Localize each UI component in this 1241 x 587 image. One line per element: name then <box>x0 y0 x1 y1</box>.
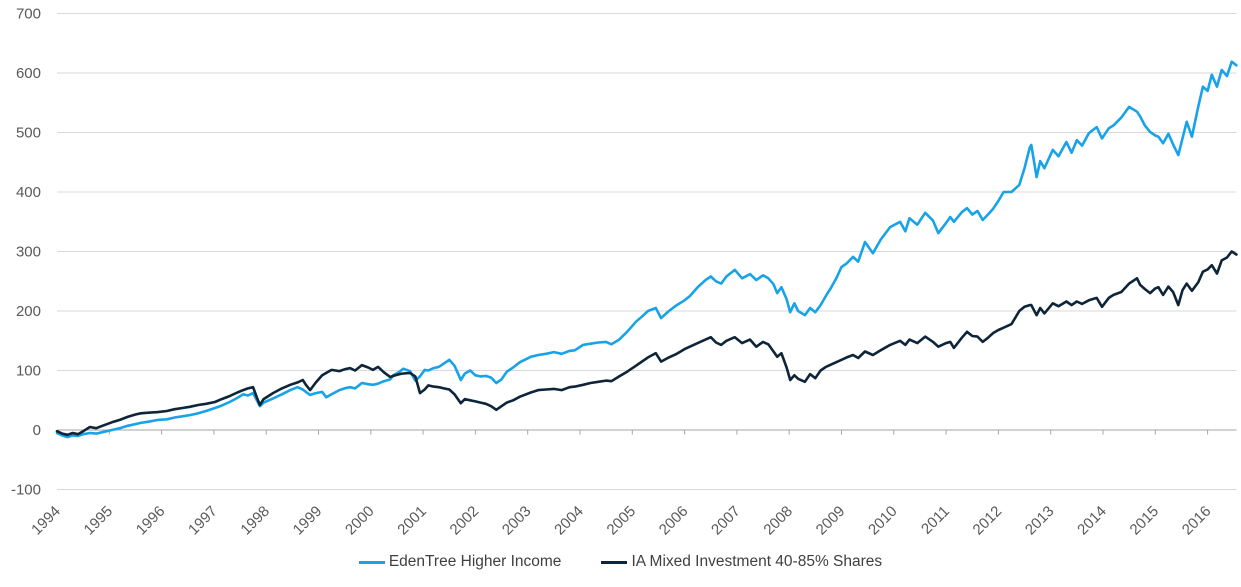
x-axis-tick-label: 2013 <box>1022 503 1058 539</box>
x-axis-tick-label: 2005 <box>604 503 640 539</box>
x-axis-ticks <box>56 430 1209 435</box>
y-axis-tick-label: -100 <box>11 482 41 499</box>
legend-line-swatch-navy-icon <box>601 561 628 564</box>
gridlines <box>57 13 1237 490</box>
y-axis-tick-label: 400 <box>16 184 41 201</box>
x-axis-tick-label: 2007 <box>708 503 744 539</box>
legend-label-edentree: EdenTree Higher Income <box>388 553 562 570</box>
y-axis-tick-label: 200 <box>16 303 41 320</box>
x-axis-tick-label: 1996 <box>133 503 169 539</box>
x-axis-tick-label: 2015 <box>1127 503 1163 539</box>
y-axis-tick-label: 100 <box>16 363 41 380</box>
chart-legend: EdenTree Higher Income IA Mixed Investme… <box>0 553 1241 571</box>
x-axis-tick-label: 2001 <box>394 503 430 539</box>
x-axis-tick-label: 2016 <box>1179 503 1215 539</box>
x-axis-tick-label: 2014 <box>1074 503 1110 539</box>
y-axis-tick-label: 0 <box>33 422 41 439</box>
series-line-ia-mixed <box>55 250 1238 437</box>
legend-item-edentree: EdenTree Higher Income <box>358 553 562 571</box>
x-axis-tick-label: 2012 <box>970 503 1006 539</box>
x-axis-tick-label: 2011 <box>918 503 953 538</box>
x-axis-tick-label: 1998 <box>237 503 273 539</box>
x-axis-tick-label: 2009 <box>813 503 849 539</box>
legend-line-swatch-blue-icon <box>358 561 385 564</box>
y-axis-tick-label: 300 <box>16 244 41 261</box>
x-axis-tick-label: 1997 <box>185 503 221 539</box>
y-axis-tick-label: 700 <box>16 6 41 23</box>
legend-label-ia-mixed: IA Mixed Investment 40-85% Shares <box>631 553 883 570</box>
x-axis-tick-label: 2006 <box>656 503 692 539</box>
x-axis-tick-label: 1994 <box>28 503 64 539</box>
x-axis-tick-label: 2008 <box>760 503 796 539</box>
x-axis-tick-label: 2000 <box>342 503 378 539</box>
y-axis-tick-label: 500 <box>16 125 41 142</box>
x-axis-tick-label: 2010 <box>865 503 901 539</box>
series-line-edentree <box>55 60 1238 439</box>
y-axis-tick-label: 600 <box>16 65 41 82</box>
x-axis-tick-label: 2004 <box>551 503 587 539</box>
x-axis-labels: 1994 1995 1996 1997 1998 1999 2000 2001 2002 2003… <box>28 503 1214 539</box>
x-axis-tick-label: 2002 <box>447 503 483 539</box>
y-axis-labels: 700 600 500 400 300 200 100 0 -100 <box>11 6 41 499</box>
x-axis-tick-label: 1995 <box>81 503 117 539</box>
x-axis-tick-label: 2003 <box>499 503 535 539</box>
x-axis-tick-label: 1999 <box>290 503 326 539</box>
legend-item-ia-mixed: IA Mixed Investment 40-85% Shares <box>601 553 882 571</box>
